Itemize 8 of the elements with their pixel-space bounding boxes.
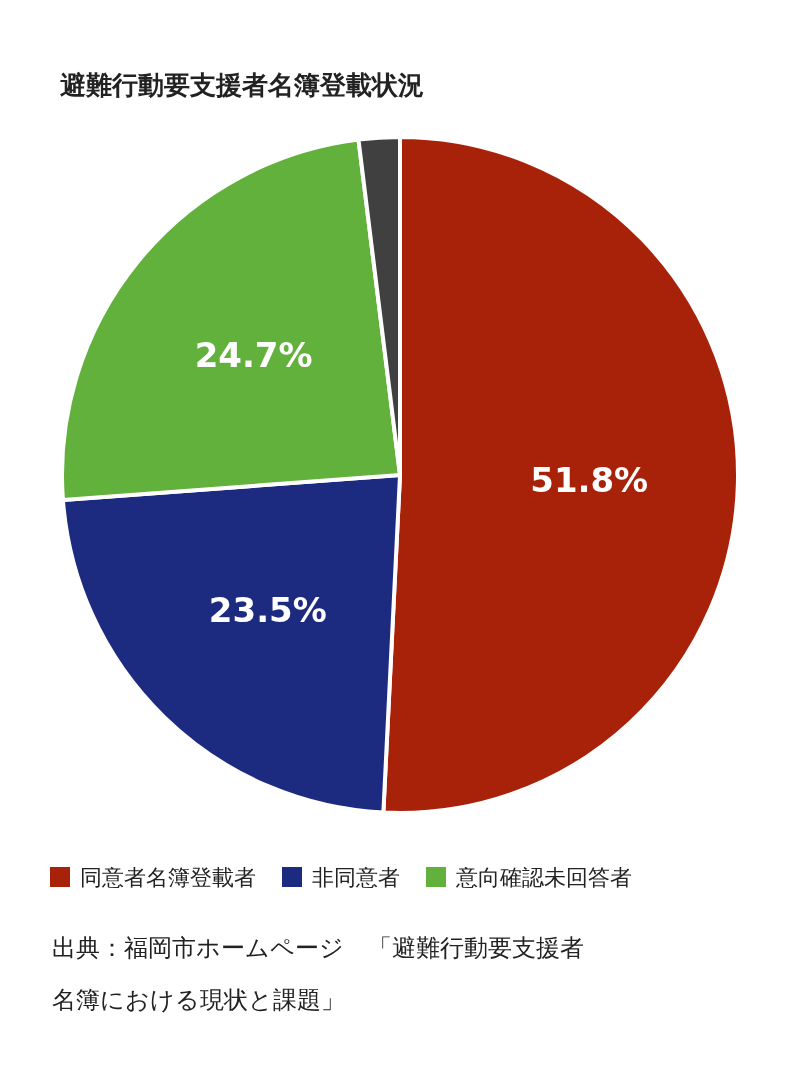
legend-label: 意向確認未回答者 (455, 865, 632, 890)
data-label: 24.7% (194, 334, 313, 375)
legend-label: 同意者名簿登載者 (80, 865, 256, 890)
chart-title: 避難行動要支援者名簿登載状況 (60, 70, 424, 100)
data-label: 23.5% (208, 590, 327, 631)
source-note: 出典：福岡市ホームページ 「避難行動要支援者名簿における現状と課題」 (52, 933, 585, 1016)
legend-label: 非同意者 (312, 865, 400, 890)
data-label: 51.8% (530, 459, 649, 500)
